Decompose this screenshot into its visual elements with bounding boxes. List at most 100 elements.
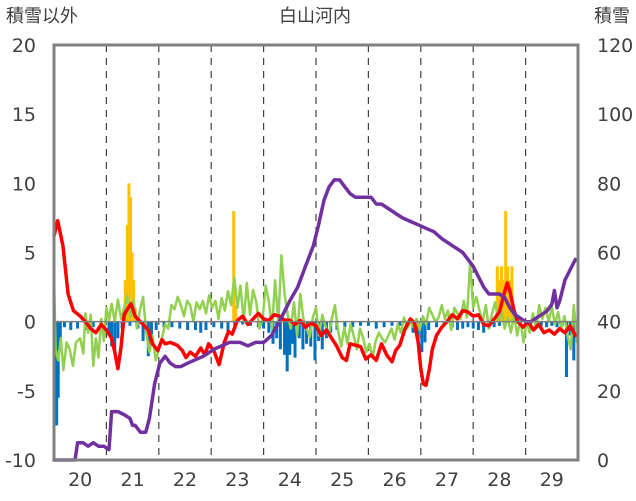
- bar: [476, 321, 480, 330]
- bar: [382, 321, 386, 328]
- bar: [466, 321, 470, 328]
- bar: [58, 321, 62, 343]
- bar: [427, 321, 431, 330]
- left-tick-label: -5: [17, 381, 36, 403]
- bar: [91, 321, 95, 328]
- bar: [313, 321, 317, 361]
- bar: [55, 321, 59, 426]
- bar: [285, 321, 289, 372]
- right-tick-label: 80: [597, 173, 621, 195]
- bar: [455, 321, 459, 330]
- bar: [506, 266, 510, 322]
- x-axis-ticks: 20 21 22 23 24 25 26 27 28 29: [68, 469, 564, 491]
- bar: [398, 321, 402, 326]
- x-tick-label: 22: [173, 469, 197, 491]
- bar: [416, 321, 420, 344]
- vertical-gridlines: [105, 45, 527, 460]
- bar: [343, 321, 347, 328]
- left-tick-label: 5: [24, 243, 36, 265]
- x-tick-label: 24: [278, 469, 302, 491]
- bar: [275, 321, 279, 339]
- bar: [128, 321, 132, 326]
- left-axis-label: 積雪以外: [6, 6, 78, 27]
- x-tick-label: 20: [68, 469, 92, 491]
- bar: [482, 321, 486, 333]
- bar: [178, 321, 182, 329]
- bar: [297, 321, 301, 339]
- bar: [186, 321, 190, 330]
- bar: [226, 321, 230, 332]
- bar: [241, 321, 245, 325]
- left-tick-label: -10: [5, 450, 36, 472]
- bar: [305, 321, 309, 344]
- bar: [113, 321, 117, 353]
- bar: [125, 224, 129, 322]
- bar: [193, 321, 197, 330]
- bar: [267, 321, 271, 333]
- bar: [423, 321, 427, 343]
- bar: [359, 321, 363, 326]
- bar: [204, 321, 208, 330]
- plot-frame: [52, 43, 580, 462]
- right-tick-label: 0: [597, 450, 609, 472]
- left-tick-label: 15: [12, 104, 36, 126]
- bar: [154, 321, 158, 330]
- left-tick-label: 10: [12, 173, 36, 195]
- bar: [116, 321, 120, 339]
- bar: [283, 321, 287, 355]
- bar: [461, 321, 465, 329]
- bar: [127, 183, 131, 322]
- right-tick-label: 120: [597, 35, 633, 57]
- bar: [149, 321, 153, 336]
- bar: [301, 321, 305, 350]
- bar: [76, 321, 80, 329]
- bar: [545, 321, 549, 328]
- bar: [220, 321, 224, 329]
- x-tick-label: 26: [383, 469, 407, 491]
- right-tick-label: 100: [597, 104, 633, 126]
- red-line: [52, 218, 578, 388]
- bar: [550, 321, 554, 326]
- x-tick-label: 28: [487, 469, 511, 491]
- bar: [62, 321, 66, 328]
- left-axis-ticks: -10 -5 0 5 10 15 20: [5, 35, 36, 472]
- bar: [212, 321, 216, 328]
- bar: [278, 321, 282, 350]
- x-tick-label: 29: [540, 469, 564, 491]
- x-tick-label: 25: [330, 469, 354, 491]
- right-axis-label: 積雪: [594, 6, 630, 27]
- bar: [170, 321, 174, 328]
- bar: [564, 321, 568, 377]
- bar: [232, 211, 236, 322]
- bar: [234, 305, 238, 322]
- x-tick-label: 23: [225, 469, 249, 491]
- bar: [130, 252, 134, 322]
- left-tick-label: 0: [24, 312, 36, 334]
- x-tick-label: 21: [121, 469, 145, 491]
- bar: [288, 321, 292, 355]
- bar: [492, 321, 496, 328]
- bar: [390, 321, 394, 326]
- bar: [497, 280, 501, 322]
- bar: [508, 280, 512, 322]
- bar: [555, 321, 559, 328]
- bar: [129, 197, 133, 322]
- bar: [199, 321, 203, 333]
- left-tick-label: 20: [12, 35, 36, 57]
- x-tick-label: 27: [435, 469, 459, 491]
- line-series: [52, 178, 579, 462]
- bar: [110, 321, 114, 347]
- bar: [293, 321, 297, 358]
- bar: [497, 321, 501, 326]
- bar: [420, 321, 424, 353]
- bar: [374, 321, 378, 329]
- blue-bar-series: [55, 321, 576, 426]
- bar: [435, 321, 439, 328]
- orange-bar-series: [123, 183, 514, 322]
- right-tick-label: 20: [597, 381, 621, 403]
- bar: [572, 321, 576, 361]
- bar: [351, 321, 355, 328]
- bar: [366, 321, 370, 326]
- bar: [290, 321, 294, 344]
